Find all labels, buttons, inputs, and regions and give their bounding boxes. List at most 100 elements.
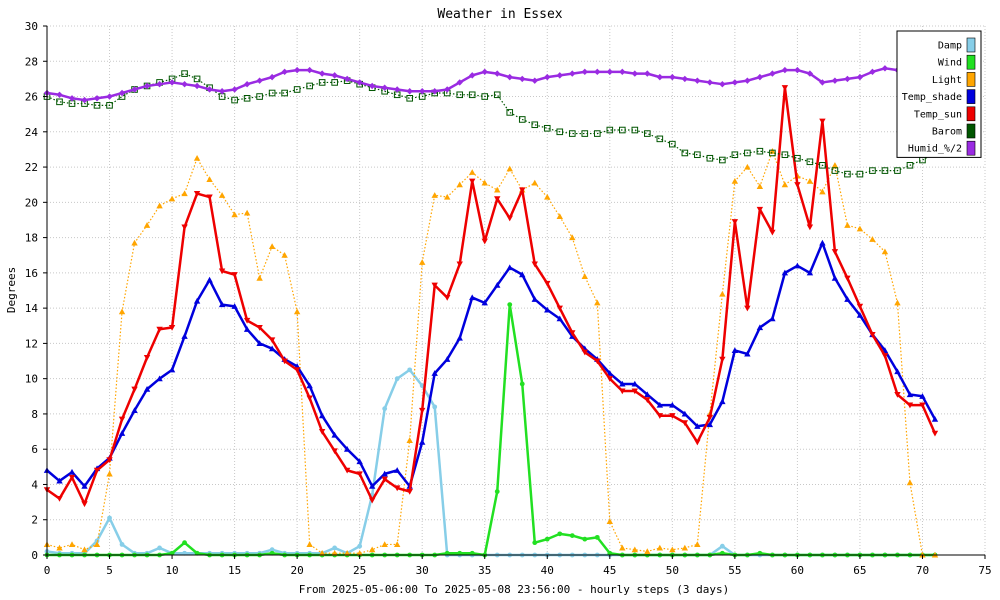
data-point-humid-2 (644, 70, 651, 77)
data-point-humid-2 (806, 70, 814, 77)
data-point-damp (119, 542, 125, 547)
legend-label: Temp_shade (902, 92, 962, 103)
data-point-temp-shade (619, 380, 626, 387)
data-point-temp-sun (143, 354, 151, 361)
data-point-temp-sun (56, 496, 63, 502)
data-point-light (506, 165, 513, 172)
data-point-humid-2 (531, 77, 538, 84)
y-tick-label: 4 (31, 478, 38, 491)
data-point-light (444, 193, 451, 200)
data-point-humid-2 (331, 72, 338, 79)
data-point-temp-sun (343, 467, 351, 474)
data-point-wind (507, 302, 513, 308)
x-tick-label: 15 (228, 564, 241, 577)
data-point-damp (432, 404, 438, 410)
data-point-temp-sun (506, 215, 513, 222)
data-point-temp-sun (268, 337, 276, 344)
data-point-light (131, 239, 138, 246)
series-temp-sun (43, 85, 939, 508)
data-point-temp-sun (231, 272, 238, 278)
data-point-wind (569, 533, 575, 539)
data-point-temp-sun (756, 206, 764, 213)
x-tick-label: 0 (44, 564, 51, 577)
data-point-humid-2 (243, 80, 251, 88)
data-point-barom (181, 70, 188, 77)
data-point-damp (394, 376, 400, 382)
data-point-temp-shade (81, 483, 88, 489)
data-point-temp-shade (544, 306, 551, 313)
data-point-temp-shade (444, 356, 451, 362)
data-point-light (669, 546, 676, 553)
data-point-damp (269, 547, 275, 553)
data-point-damp (719, 543, 725, 549)
data-point-light (419, 259, 426, 265)
data-point-light (619, 544, 626, 551)
series-barom (43, 70, 939, 178)
data-point-barom (744, 149, 751, 157)
data-point-barom (293, 86, 301, 93)
y-tick-label: 16 (25, 267, 38, 280)
series-line-temp-shade (46, 241, 937, 488)
data-point-temp-sun (118, 416, 126, 423)
data-point-temp-sun (181, 224, 188, 231)
data-point-temp-shade (268, 345, 276, 352)
data-point-temp-shade (306, 382, 313, 389)
data-point-temp-shade (806, 269, 814, 276)
data-point-humid-2 (393, 86, 401, 93)
data-point-light (494, 186, 501, 193)
data-point-light (544, 193, 551, 200)
data-point-temp-shade (631, 380, 639, 387)
data-point-temp-sun (243, 317, 251, 324)
data-point-temp-sun (619, 388, 626, 395)
data-point-humid-2 (669, 73, 676, 81)
x-tick-label: 20 (291, 564, 304, 577)
data-point-barom (318, 79, 326, 86)
data-point-temp-shade (318, 412, 326, 419)
data-point-temp-shade (856, 311, 864, 318)
data-point-temp-shade (156, 375, 163, 382)
grid-lines (47, 25, 986, 555)
data-point-light (156, 202, 163, 209)
data-point-humid-2 (544, 73, 551, 81)
data-point-wind (594, 534, 600, 540)
data-point-humid-2 (744, 77, 751, 84)
data-point-temp-shade (769, 315, 776, 322)
x-tick-label: 75 (978, 564, 991, 577)
data-point-humid-2 (93, 95, 101, 102)
data-point-light (581, 273, 588, 279)
data-point-temp-sun (881, 353, 889, 359)
data-point-humid-2 (343, 75, 351, 83)
data-point-temp-shade (706, 421, 714, 428)
data-point-temp-shade (218, 301, 226, 308)
data-point-light (856, 225, 864, 232)
data-point-light (331, 550, 338, 556)
data-point-temp-shade (656, 401, 664, 408)
data-point-temp-sun (844, 275, 851, 282)
data-point-wind (544, 536, 550, 542)
data-point-temp-sun (481, 238, 488, 245)
data-point-barom (581, 130, 589, 137)
data-point-temp-shade (906, 391, 914, 398)
data-point-barom (819, 162, 826, 169)
data-point-light (594, 299, 601, 306)
data-point-temp-shade (494, 282, 501, 288)
data-point-barom (619, 126, 626, 134)
data-point-wind (557, 531, 563, 537)
x-tick-label: 30 (416, 564, 429, 577)
data-point-humid-2 (381, 84, 388, 91)
data-point-temp-sun (706, 414, 714, 421)
data-point-temp-sun (368, 497, 376, 504)
data-point-humid-2 (519, 75, 526, 83)
data-point-light (606, 518, 613, 525)
data-point-temp-sun (769, 229, 776, 236)
data-point-temp-sun (531, 261, 538, 268)
data-point-barom (856, 170, 864, 178)
data-point-barom (481, 93, 489, 100)
data-point-temp-sun (819, 118, 826, 125)
y-tick-label: 22 (25, 161, 38, 174)
data-point-light (781, 181, 789, 188)
data-point-humid-2 (206, 86, 213, 93)
data-point-light (869, 236, 876, 242)
data-point-light (806, 177, 814, 184)
